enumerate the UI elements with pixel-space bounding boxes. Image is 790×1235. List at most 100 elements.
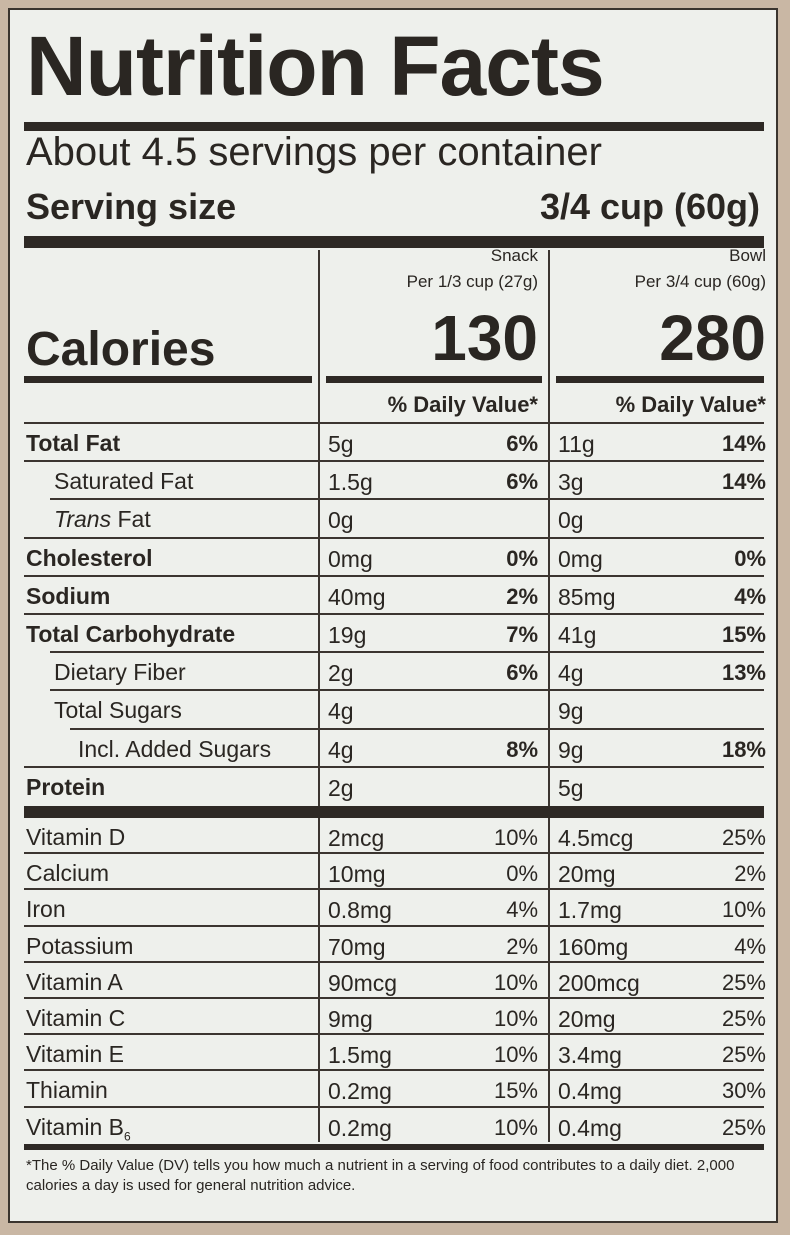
- servings-per-container: About 4.5 servings per container: [26, 130, 602, 174]
- snack-amount: 0.2mg: [328, 1078, 392, 1105]
- snack-column-serving: Per 1/3 cup (27g): [406, 272, 538, 291]
- snack-amount: 9mg: [328, 1006, 373, 1032]
- bowl-percent: 25%: [721, 1042, 766, 1068]
- page-title: Nutrition Facts: [26, 19, 605, 113]
- bowl-percent: 0%: [734, 545, 766, 571]
- nutrient-name: Dietary Fiber: [26, 659, 186, 686]
- snack-percent: 0%: [506, 545, 538, 571]
- snack-amount: 0.8mg: [328, 897, 392, 924]
- bowl-percent: 25%: [721, 1006, 766, 1031]
- nutrient-name: Total Fat: [26, 430, 120, 457]
- snack-percent: 0%: [506, 861, 538, 887]
- medium-divider: [24, 1144, 764, 1150]
- snack-amount: 2mcg: [328, 825, 385, 851]
- snack-column-name: Snack: [490, 246, 538, 265]
- nutrient-name: Vitamin B6: [26, 1114, 131, 1144]
- bowl-percent: 25%: [721, 1114, 766, 1140]
- nutrient-name-text: Fat: [111, 506, 151, 533]
- snack-amount: 10mg: [328, 861, 386, 888]
- bowl-percent: 13%: [721, 660, 766, 686]
- snack-amount: 90mcg: [328, 969, 398, 996]
- row-divider: [50, 651, 764, 654]
- bowl-amount: 9g: [558, 698, 584, 725]
- nutrient-name: Cholesterol: [26, 545, 153, 572]
- bowl-amount: 41g: [558, 622, 597, 648]
- bowl-amount: 4.5mcg: [558, 825, 634, 851]
- snack-percent: 10%: [493, 1114, 538, 1140]
- row-divider: [24, 888, 764, 891]
- bowl-amount: 20mg: [558, 861, 616, 888]
- nutrient-name: Protein: [26, 774, 105, 801]
- nutrient-name-text: Vitamin E: [26, 1041, 125, 1068]
- bowl-column-serving: Per 3/4 cup (60g): [634, 272, 766, 291]
- nutrient-name-text: Vitamin B: [26, 1113, 125, 1140]
- snack-amount: 4g: [328, 698, 354, 725]
- snack-percent: 8%: [506, 736, 538, 762]
- snack-calories: 130: [431, 302, 538, 374]
- nutrient-name-italic: Trans: [54, 506, 112, 533]
- nutrient-name-text: Saturated Fat: [54, 468, 194, 495]
- row-divider: [24, 852, 764, 855]
- bowl-percent: 14%: [721, 431, 766, 456]
- bowl-amount: 1.7mg: [558, 897, 622, 924]
- nutrient-name: Vitamin E: [26, 1041, 124, 1068]
- nutrition-label: Nutrition Facts About 4.5 servings per c…: [8, 8, 778, 1223]
- snack-amount: 40mg: [328, 583, 386, 610]
- bowl-amount: 5g: [558, 774, 584, 801]
- nutrient-name: Vitamin C: [26, 1005, 125, 1032]
- nutrient-name: Saturated Fat: [26, 468, 193, 495]
- snack-percent: 10%: [493, 1006, 538, 1031]
- nutrient-name: Iron: [26, 896, 66, 923]
- nutrient-name-text: Sodium: [26, 582, 111, 609]
- bowl-percent: 15%: [721, 622, 766, 647]
- snack-percent: 10%: [493, 1042, 538, 1068]
- nutrient-name-text: Vitamin A: [26, 968, 123, 995]
- footnote: *The % Daily Value (DV) tells you how mu…: [26, 1157, 735, 1194]
- thick-divider: [24, 806, 764, 818]
- snack-amount: 4g: [328, 736, 354, 763]
- nutrient-name: Vitamin D: [26, 824, 125, 851]
- row-divider: [24, 997, 764, 999]
- row-divider: [70, 727, 764, 730]
- bowl-amount: 200mcg: [558, 969, 640, 996]
- row-divider: [50, 689, 764, 692]
- nutrient-name-text: Total Fat: [26, 430, 121, 456]
- row-divider: [24, 574, 764, 577]
- bowl-amount: 0.4mg: [558, 1078, 622, 1105]
- nutrient-name-text: Protein: [26, 773, 106, 800]
- nutrient-name-text: Potassium: [26, 932, 134, 959]
- nutrient-name: Thiamin: [26, 1077, 108, 1104]
- bowl-amount: 20mg: [558, 1006, 616, 1032]
- bowl-amount: 9g: [558, 736, 584, 763]
- snack-percent: 10%: [493, 825, 538, 850]
- snack-amount: 5g: [328, 431, 354, 457]
- nutrient-name-text: Vitamin C: [26, 1005, 126, 1031]
- row-divider: [24, 924, 764, 927]
- bowl-amount: 0mg: [558, 545, 603, 572]
- bowl-amount: 85mg: [558, 583, 616, 610]
- bowl-amount: 0g: [558, 507, 584, 534]
- row-divider: [50, 498, 764, 501]
- nutrient-name: Sodium: [26, 583, 110, 610]
- row-divider: [24, 613, 764, 615]
- bowl-amount: 4g: [558, 660, 584, 687]
- snack-amount: 70mg: [328, 933, 386, 960]
- nutrient-name: Trans Fat: [26, 506, 151, 533]
- bowl-amount: 11g: [558, 431, 595, 457]
- row-divider: [24, 960, 764, 963]
- nutrient-name-text: Incl. Added Sugars: [78, 735, 272, 762]
- calories-label: Calories: [26, 323, 216, 376]
- serving-size-value: 3/4 cup (60g): [539, 186, 760, 227]
- snack-amount: 0mg: [328, 545, 373, 572]
- medium-divider: [326, 376, 542, 383]
- row-divider: [24, 1069, 764, 1072]
- bowl-percent: 25%: [721, 825, 766, 850]
- medium-divider: [556, 376, 764, 383]
- column-divider: [548, 250, 550, 1142]
- medium-divider: [24, 376, 312, 383]
- nutrient-name-text: Calcium: [26, 860, 110, 887]
- row-divider: [24, 460, 764, 463]
- bowl-calories: 280: [659, 302, 766, 374]
- snack-percent: 6%: [506, 431, 538, 456]
- bowl-amount: 0.4mg: [558, 1114, 622, 1141]
